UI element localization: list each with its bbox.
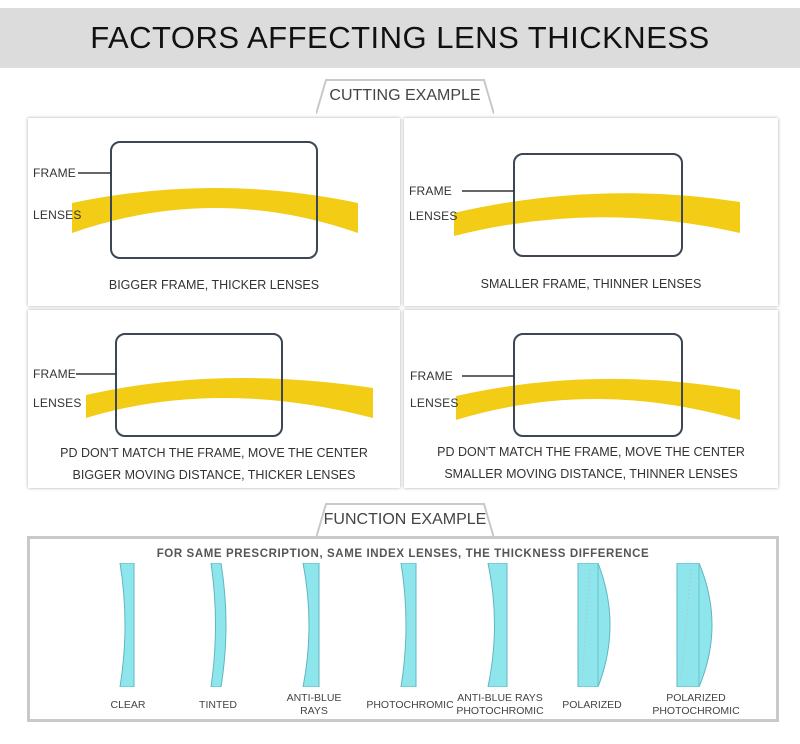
lens-anti-blue-photochromic-profile — [487, 563, 508, 687]
lens-anti-blue-label: ANTI-BLUE RAYS — [272, 692, 356, 718]
panel-caption-line-2: BIGGER MOVING DISTANCE, THICKER LENSES — [72, 468, 356, 482]
frame-label: FRAME — [410, 369, 453, 383]
lenses-label: LENSES — [33, 208, 82, 222]
panel-caption: BIGGER FRAME, THICKER LENSES — [108, 278, 320, 292]
lens-tinted — [208, 563, 234, 687]
function-heading: FOR SAME PRESCRIPTION, SAME INDEX LENSES… — [156, 548, 650, 560]
lens-shape — [456, 378, 740, 420]
lens-anti-blue-photochromic — [485, 563, 515, 687]
panel-caption: SMALLER FRAME, THINNER LENSES — [480, 277, 702, 291]
frame-label: FRAME — [409, 184, 452, 198]
lens-clear — [116, 563, 142, 687]
lens-polarized-profile — [577, 563, 611, 687]
lenses-label: LENSES — [33, 396, 82, 410]
label-line-1: ANTI-BLUE — [286, 692, 342, 704]
lens-polarized-photochromic — [675, 563, 725, 687]
tab-outline — [316, 79, 494, 114]
lens-clear-label: CLEAR — [110, 699, 146, 711]
lens-anti-blue — [300, 563, 330, 687]
lens-polarized-photochromic-label: POLARIZED PHOTOCHROMIC — [646, 692, 746, 718]
label-line-1: POLARIZED — [666, 692, 726, 704]
lens-anti-blue-profile — [302, 563, 320, 687]
frame-outline — [115, 333, 283, 437]
panel-caption-line-1: PD DON'T MATCH THE FRAME, MOVE THE CENTE… — [60, 446, 368, 460]
panel-smaller-frame: FRAME LENSES SMALLER FRAME, THINNER LENS… — [404, 118, 778, 306]
function-example-label: FUNCTION EXAMPLE — [323, 511, 487, 528]
lens-photochromic — [398, 563, 424, 687]
lens-polarized-photochromic-profile — [676, 563, 713, 687]
lens-photochromic-profile — [400, 563, 417, 687]
function-example-tab: FUNCTION EXAMPLE — [316, 502, 494, 538]
cutting-example-tab: CUTTING EXAMPLE — [316, 78, 494, 114]
lens-polarized-label: POLARIZED — [562, 699, 622, 711]
label-line-2: RAYS — [300, 705, 328, 717]
frame-outline — [513, 333, 683, 437]
lens-polarized — [576, 563, 620, 687]
frame-outline — [110, 141, 318, 259]
lens-photochromic-label: PHOTOCHROMIC — [366, 699, 454, 711]
bigger-shift-diagram — [76, 333, 373, 437]
frame-label: FRAME — [33, 367, 76, 381]
panel-caption-line-2: SMALLER MOVING DISTANCE, THINNER LENSES — [444, 467, 738, 481]
smaller-frame-diagram — [454, 153, 740, 257]
bigger-frame-diagram — [72, 141, 358, 259]
panel-smaller-moving-distance: FRAME LENSES PD DON'T MATCH THE FRAME, M… — [404, 310, 778, 488]
panel-bigger-moving-distance: FRAME LENSES PD DON'T MATCH THE FRAME, M… — [28, 310, 400, 488]
panel-caption-line-1: PD DON'T MATCH THE FRAME, MOVE THE CENTE… — [437, 445, 745, 459]
cutting-example-label: CUTTING EXAMPLE — [329, 87, 481, 104]
tab-outline — [316, 503, 494, 538]
label-line-2: PHOTOCHROMIC — [652, 705, 740, 717]
lens-anti-blue-photochromic-label: ANTI-BLUE RAYS PHOTOCHROMIC — [452, 692, 548, 718]
page-title: FACTORS AFFECTING LENS THICKNESS — [90, 20, 710, 55]
lens-shape — [86, 378, 373, 418]
lenses-label: LENSES — [409, 209, 458, 223]
smaller-shift-diagram — [456, 333, 740, 437]
label-line-1: ANTI-BLUE RAYS — [457, 692, 543, 704]
panel-bigger-frame: FRAME LENSES BIGGER FRAME, THICKER LENSE… — [28, 118, 400, 306]
frame-label: FRAME — [33, 166, 76, 180]
function-example-box: FOR SAME PRESCRIPTION, SAME INDEX LENSES… — [27, 536, 779, 722]
lens-tinted-label: TINTED — [199, 699, 237, 711]
lens-shape — [454, 193, 740, 236]
frame-outline — [513, 153, 683, 257]
title-banner: FACTORS AFFECTING LENS THICKNESS — [0, 8, 800, 68]
lenses-label: LENSES — [410, 396, 459, 410]
label-line-2: PHOTOCHROMIC — [456, 705, 544, 717]
lens-clear-profile — [119, 563, 135, 687]
lens-shape — [72, 188, 358, 233]
lens-tinted-profile — [210, 563, 227, 687]
